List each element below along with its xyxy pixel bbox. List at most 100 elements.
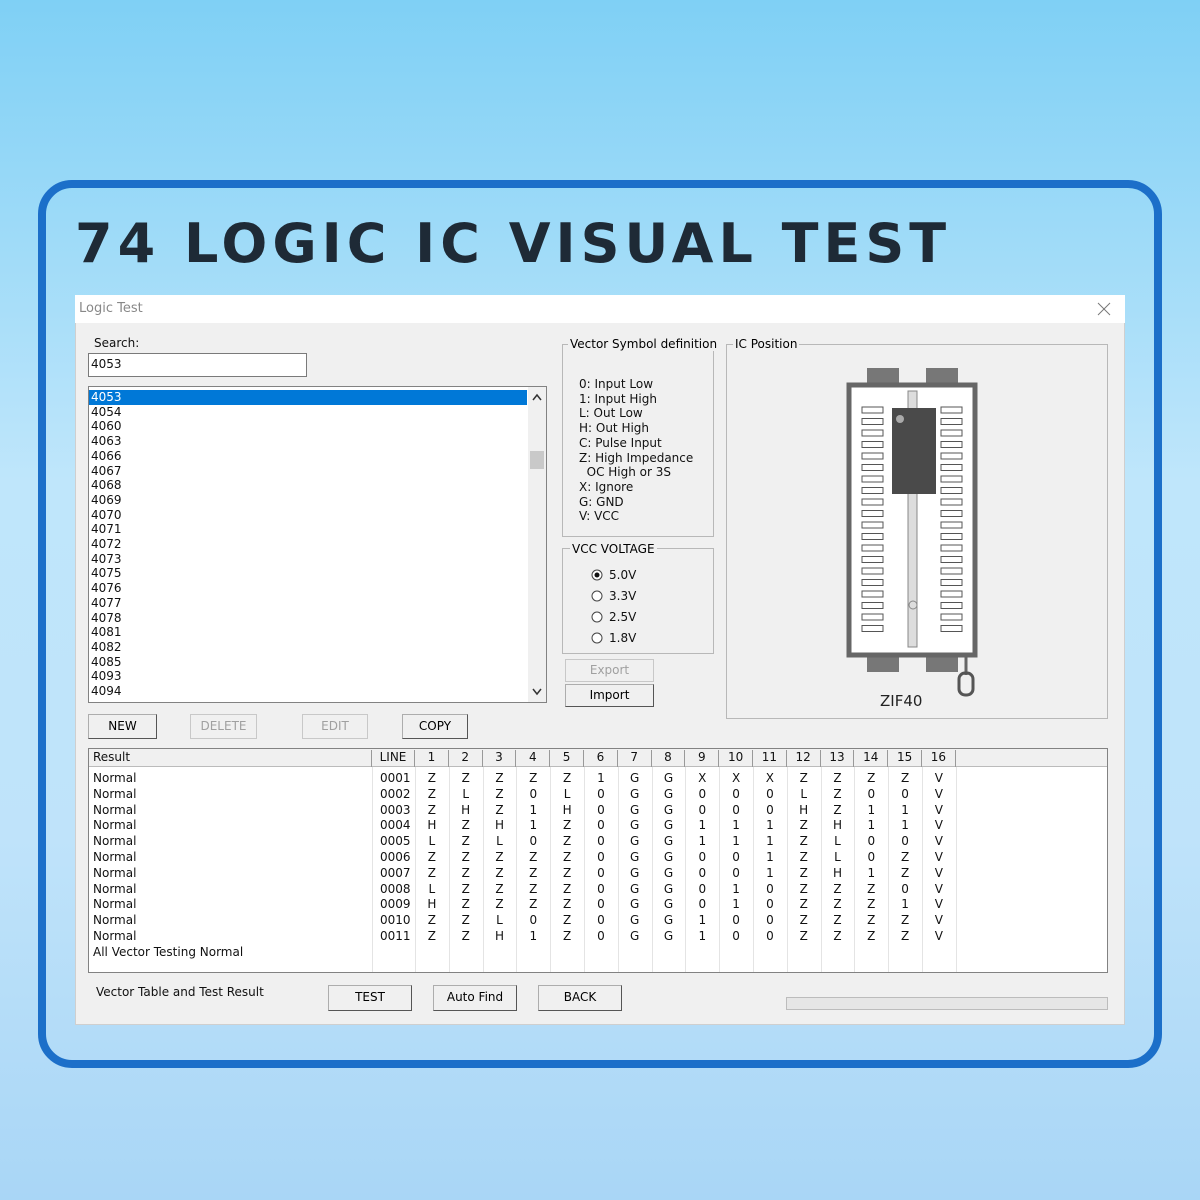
socket-pin [940, 452, 963, 460]
list-item[interactable]: 4054 [91, 404, 122, 419]
list-item[interactable]: 4068 [91, 478, 122, 493]
table-cell: 0 [597, 802, 605, 817]
table-cell: 0 [698, 897, 707, 912]
table-cell: 0 [867, 850, 876, 864]
table-cell: 0003 [380, 802, 411, 817]
table-cell: Z [461, 850, 470, 864]
list-item[interactable]: 4081 [91, 625, 122, 640]
button[interactable]: COPY [402, 714, 468, 739]
button[interactable]: TEST [328, 985, 412, 1011]
socket-pin [861, 590, 884, 598]
table-cell: 0 [597, 929, 605, 943]
table-cell: Z [562, 865, 572, 880]
column-line [888, 767, 890, 972]
radio-label[interactable]: 5.0V [609, 568, 637, 582]
list-item[interactable]: 4073 [91, 551, 122, 566]
socket-pin [861, 556, 884, 563]
table-cell: G [663, 881, 674, 896]
socket-pin [940, 625, 963, 632]
table-cell: G [663, 929, 674, 943]
table-cell: Z [427, 913, 437, 928]
socket-pin [940, 498, 963, 506]
table-cell: Z [833, 771, 842, 785]
table-cell: 0 [732, 786, 740, 801]
socket-pin [861, 498, 884, 506]
list-item[interactable]: 4066 [91, 448, 122, 463]
table-cell: Z [867, 913, 876, 928]
table-cell: Z [900, 865, 910, 880]
table-cell: 0005 [380, 834, 411, 849]
table-cell: 0 [698, 865, 707, 880]
radio[interactable] [591, 611, 603, 623]
symbol-line: V: VCC [579, 509, 620, 524]
ic-list[interactable]: 4053 4054 4060 4063 4066 4067 4068 4069 4070 4071… [88, 386, 547, 703]
radio-label[interactable]: 1.8V [609, 631, 637, 645]
table-cell: 0 [529, 834, 538, 849]
table-cell: G [630, 929, 640, 943]
list-item[interactable]: 4094 [91, 684, 122, 698]
table-cell: G [630, 786, 640, 801]
list-item[interactable]: 4070 [91, 507, 122, 522]
table-cell: G [663, 834, 674, 849]
column-line [482, 767, 484, 972]
table-cell: Z [799, 929, 808, 943]
radio-label[interactable]: 2.5V [609, 610, 637, 624]
vcc-group [562, 548, 714, 654]
table-cell: G [663, 850, 674, 864]
table-cell: 0004 [380, 818, 411, 833]
frame [38, 180, 1162, 1068]
table-cell: Z [461, 913, 470, 928]
table-cell: H [427, 818, 437, 833]
table-cell: Z [833, 897, 842, 912]
list-item[interactable]: 4082 [91, 639, 122, 654]
list-item[interactable]: 4078 [91, 610, 122, 625]
table-cell: 0 [901, 834, 909, 849]
column-line [651, 767, 653, 972]
list-item[interactable]: 4067 [91, 463, 122, 478]
table-cell: 0 [732, 913, 740, 928]
table-cell: 0 [766, 881, 774, 896]
socket-pin [940, 441, 963, 448]
list-item[interactable]: 4053 [89, 390, 527, 405]
list-item[interactable]: 4072 [91, 537, 122, 551]
list-item[interactable]: 4069 [91, 492, 122, 507]
socket-pin [940, 418, 963, 425]
list-item[interactable]: 4093 [91, 669, 122, 684]
close-button[interactable] [1097, 302, 1111, 316]
radio[interactable] [591, 590, 603, 602]
table-cell: 1 [766, 865, 774, 880]
socket-pin [861, 625, 884, 632]
radio[interactable] [591, 569, 603, 581]
button: Export [565, 659, 654, 682]
table-cell: 1 [698, 818, 707, 833]
list-item[interactable]: 4063 [91, 434, 122, 449]
button[interactable]: NEW [88, 714, 157, 739]
table-cell: Z [495, 850, 504, 864]
list-item[interactable]: 4076 [91, 581, 122, 596]
table-cell: 0 [766, 802, 774, 817]
table-cell: 1 [867, 802, 876, 817]
socket-pin [861, 418, 884, 425]
scrollbar[interactable] [528, 387, 546, 702]
socket-pin [940, 613, 963, 621]
radio[interactable] [591, 632, 603, 644]
list-item[interactable]: 4085 [91, 654, 122, 669]
search-input[interactable]: 4053 [88, 353, 307, 377]
button[interactable]: BACK [538, 985, 622, 1011]
socket-pin [940, 544, 963, 552]
radio-label[interactable]: 3.3V [609, 589, 637, 603]
table-cell: Z [833, 913, 842, 928]
table-cell: Z [495, 802, 504, 817]
list-item[interactable]: 4075 [91, 566, 122, 581]
button[interactable]: Auto Find [433, 985, 517, 1011]
header-cell: 11 [753, 750, 787, 767]
table-cell: Z [529, 850, 538, 864]
list-item[interactable]: 4071 [91, 522, 122, 537]
list-item[interactable]: 4060 [91, 419, 122, 434]
table-cell: 0 [597, 897, 605, 912]
socket-pin [940, 521, 963, 529]
list-item[interactable]: 4077 [91, 595, 122, 610]
button[interactable]: Import [565, 684, 654, 707]
table-cell: Normal [93, 771, 137, 785]
column-line [584, 767, 585, 972]
